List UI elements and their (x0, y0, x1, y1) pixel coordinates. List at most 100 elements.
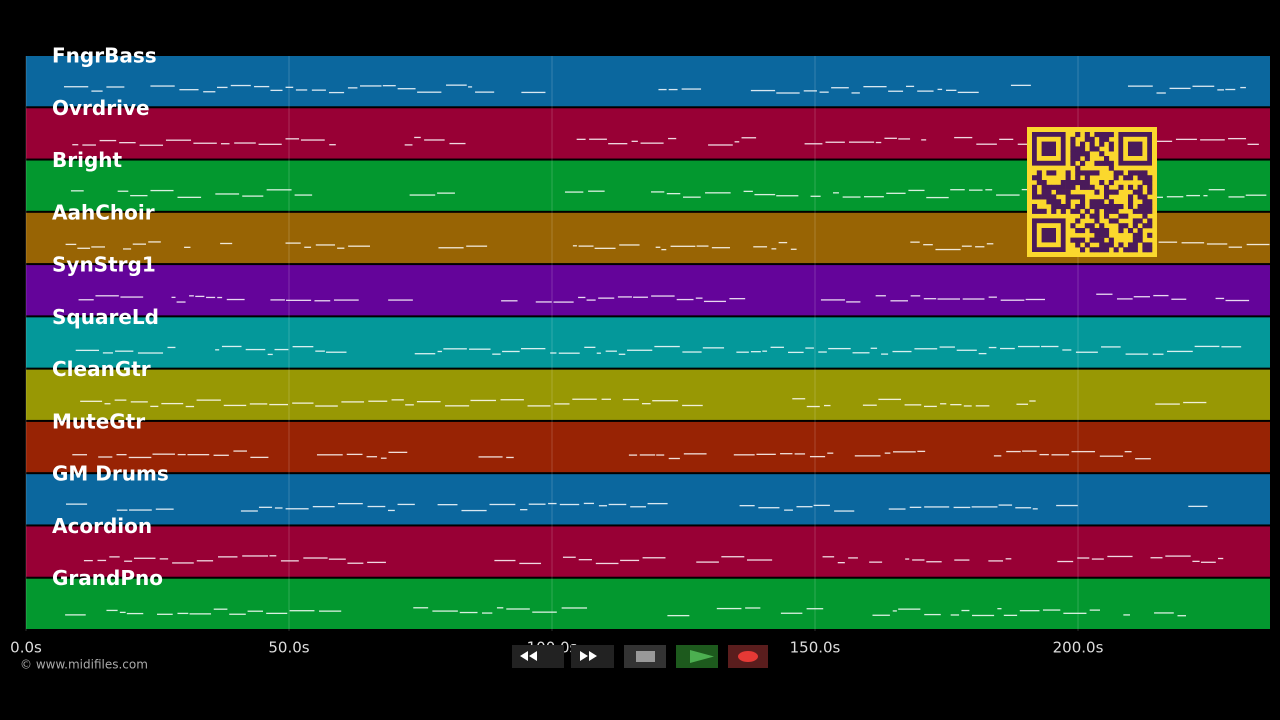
note (578, 296, 586, 299)
note (822, 556, 835, 558)
qr-cell (1147, 223, 1153, 229)
note (923, 244, 933, 246)
qr-cell (1084, 151, 1090, 157)
note (417, 91, 442, 93)
qr-cell (1060, 204, 1066, 210)
qr-cell (1089, 146, 1095, 152)
note (240, 510, 258, 512)
note (1125, 353, 1149, 355)
forward-icon (580, 651, 597, 661)
note (368, 400, 388, 402)
qr-cell (1046, 170, 1052, 176)
note (681, 88, 702, 90)
note (776, 195, 799, 197)
note (285, 86, 294, 88)
note (196, 399, 221, 401)
note (926, 196, 949, 199)
qr-cell (1036, 175, 1042, 181)
qr-cell (1099, 180, 1105, 186)
qr-cell (1099, 141, 1105, 147)
note (521, 91, 546, 94)
qr-cell (1041, 184, 1047, 190)
note (1153, 294, 1169, 297)
note (972, 614, 995, 617)
note (292, 402, 314, 404)
qr-cell (1094, 189, 1100, 195)
note (806, 405, 820, 408)
note (189, 613, 212, 615)
qr-cell (1137, 204, 1143, 210)
note (91, 246, 105, 248)
qr-cell (1089, 184, 1095, 190)
qr-cell (1070, 136, 1076, 142)
note (1099, 455, 1124, 457)
track-name: FngrBass (52, 44, 157, 68)
qr-cell (1118, 228, 1124, 234)
note (130, 401, 148, 403)
note (708, 144, 733, 146)
note (954, 559, 970, 561)
note (584, 346, 596, 348)
qr-cell (1065, 204, 1071, 210)
note (438, 247, 464, 249)
qr-cell (1147, 189, 1153, 195)
qr-cell (1108, 146, 1114, 152)
note (130, 194, 148, 197)
note (598, 505, 608, 507)
note (872, 614, 890, 616)
note (998, 504, 1013, 506)
qr-cell (1132, 189, 1138, 195)
qr-cell (1089, 213, 1095, 219)
qr-cell (1080, 160, 1086, 166)
qr-cell (1137, 194, 1143, 200)
qr-cell (1099, 237, 1105, 243)
note (72, 454, 88, 456)
qr-cell (1080, 151, 1086, 157)
note (206, 296, 216, 299)
note (203, 91, 216, 93)
qr-finder (1128, 141, 1143, 156)
note (329, 144, 336, 146)
qr-cell (1065, 170, 1071, 176)
note (651, 191, 665, 193)
note (1042, 609, 1061, 611)
note (1000, 299, 1025, 301)
note (642, 557, 666, 559)
qr-cell (1084, 242, 1090, 248)
note (695, 297, 703, 299)
note (562, 556, 576, 558)
rewind-icon (520, 651, 537, 661)
qr-cell (1128, 170, 1134, 176)
note (1192, 560, 1200, 563)
qr-cell (1142, 223, 1148, 229)
note (937, 298, 961, 300)
note (242, 555, 269, 557)
note (1225, 299, 1250, 302)
note (898, 138, 911, 140)
note (881, 353, 889, 355)
stop-icon (636, 651, 655, 662)
note (1228, 196, 1245, 198)
qr-cell (1118, 223, 1124, 229)
note (559, 503, 580, 506)
note (729, 298, 746, 300)
note (668, 137, 677, 140)
note (303, 557, 328, 559)
note (890, 300, 908, 302)
note (676, 298, 694, 301)
note (961, 245, 972, 247)
note (683, 453, 707, 455)
note (716, 607, 742, 610)
note (963, 405, 972, 407)
note (758, 507, 780, 509)
note (833, 192, 839, 194)
note (196, 560, 214, 562)
qr-cell (1137, 175, 1143, 181)
qr-cell (1075, 180, 1081, 186)
qr-cell (1142, 180, 1148, 186)
note (696, 245, 709, 247)
rewind-button[interactable] (512, 645, 564, 668)
qr-cell (1075, 156, 1081, 162)
note (65, 503, 88, 505)
note (315, 405, 338, 407)
